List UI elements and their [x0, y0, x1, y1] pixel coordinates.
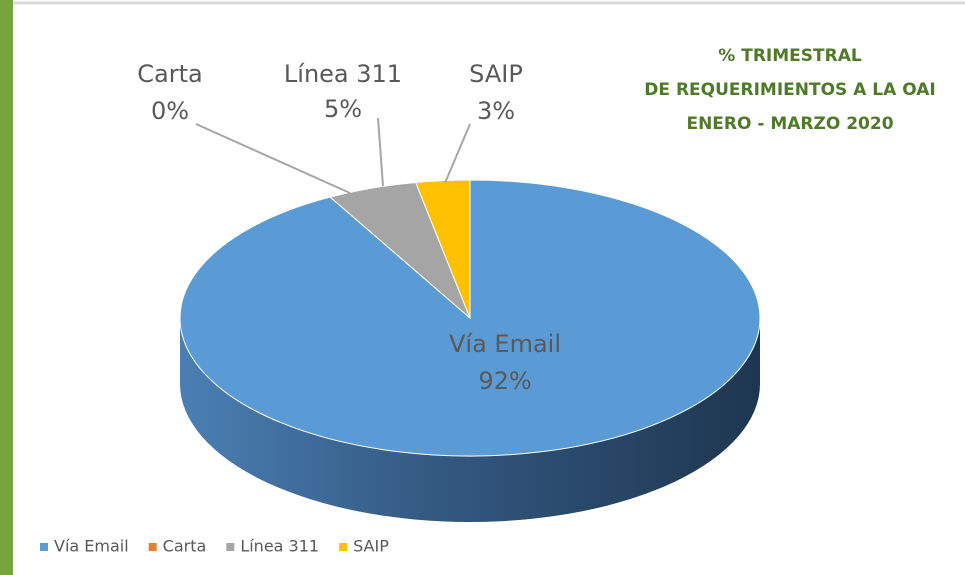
data-label: 92%	[478, 367, 531, 395]
legend-label: SAIP	[353, 537, 389, 556]
data-label: 3%	[477, 97, 515, 125]
legend-swatch	[148, 543, 157, 551]
pie-slice	[414, 179, 471, 319]
side-bar	[0, 0, 13, 575]
data-label-name: Carta	[137, 60, 202, 88]
chart-title: ENERO - MARZO 2020	[686, 114, 893, 134]
chart-title: % TRIMESTRAL	[718, 46, 862, 66]
legend-swatch	[339, 543, 348, 551]
legend-swatch	[226, 543, 235, 551]
data-label-name: SAIP	[469, 60, 523, 88]
leader-line	[444, 123, 471, 184]
data-label: 5%	[324, 95, 362, 123]
legend-label: Línea 311	[240, 537, 319, 556]
pie-side	[180, 318, 760, 522]
leader-line	[377, 117, 384, 187]
chart-title: DE REQUERIMIENTOS A LA OAI	[644, 80, 935, 100]
data-label-name: Línea 311	[284, 60, 402, 88]
data-label: 0%	[151, 97, 189, 125]
legend-swatch	[40, 543, 48, 551]
legend-label: Vía Email	[54, 537, 129, 556]
legend-label: Carta	[163, 537, 207, 556]
leader-line	[195, 123, 351, 194]
data-label-name: Vía Email	[449, 330, 561, 358]
